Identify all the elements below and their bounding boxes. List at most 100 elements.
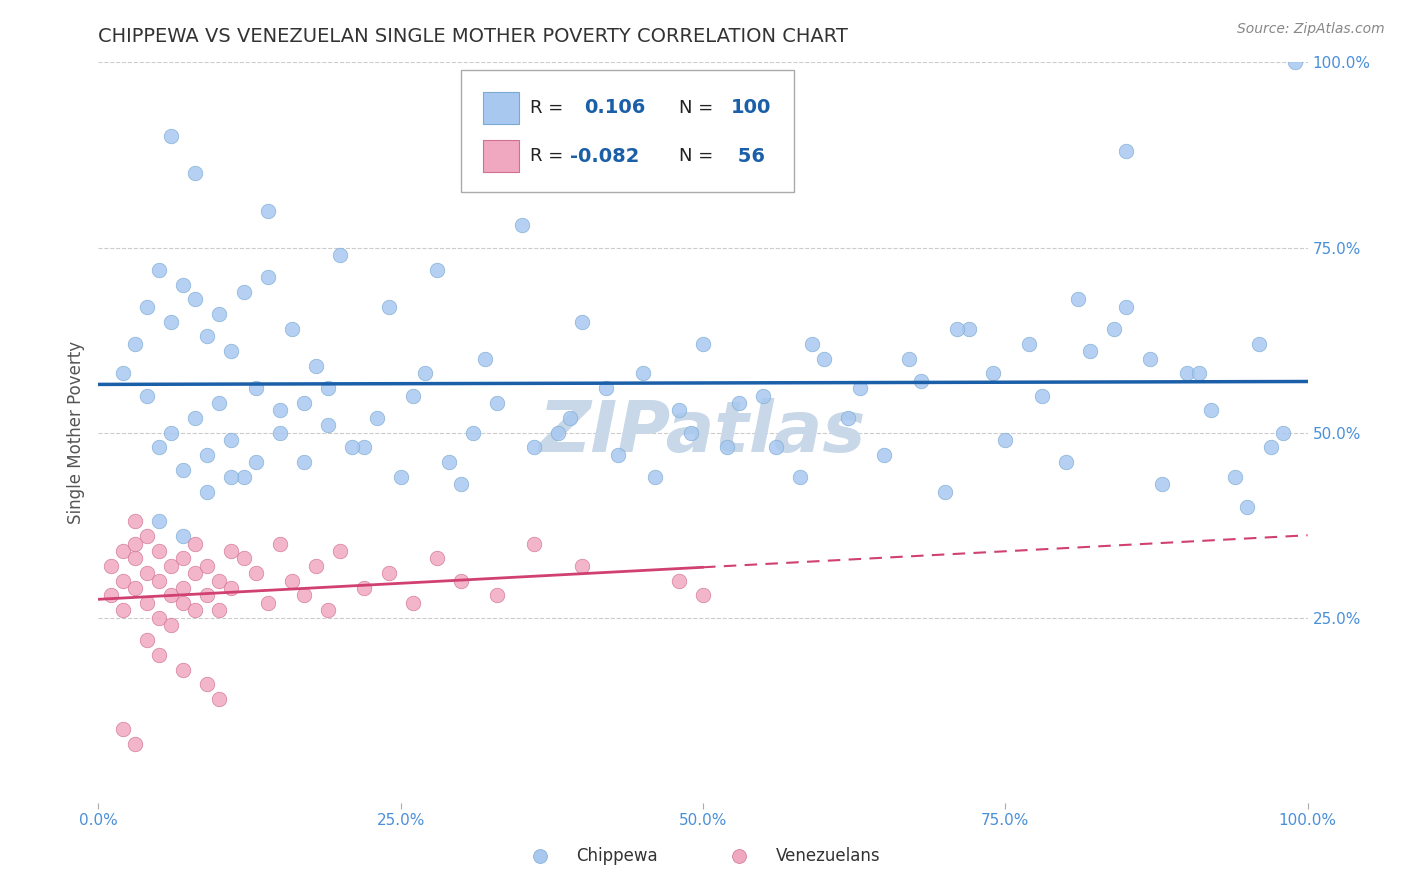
Point [148,262,170,277]
Point [160,589,183,603]
Point [402,596,425,610]
Point [221,581,243,595]
Point [172,663,194,677]
Point [377,300,399,314]
Point [100,589,122,603]
Point [353,441,375,455]
Point [728,396,751,410]
Point [269,536,291,550]
Point [208,574,231,588]
Point [1199,403,1222,417]
Point [221,470,243,484]
Point [111,722,134,736]
Point [172,529,194,543]
Point [607,448,630,462]
Point [124,551,146,566]
Point [510,219,533,233]
Point [292,589,315,603]
Point [1115,300,1137,314]
Point [474,351,496,366]
Point [1260,441,1282,455]
Point [595,381,617,395]
Point [813,351,835,366]
Point [1236,500,1258,514]
Point [221,544,243,558]
Point [486,396,509,410]
Point [124,737,146,751]
Point [195,677,218,691]
Point [837,410,859,425]
Point [135,596,157,610]
Point [135,632,157,647]
Point [716,441,738,455]
Point [281,322,304,336]
Point [232,285,254,299]
Point [160,558,183,573]
Point [692,336,714,351]
Point [184,603,207,617]
Point [523,536,546,550]
Point [135,566,157,581]
Point [195,589,218,603]
Text: 100: 100 [731,98,770,118]
Point [789,470,811,484]
Point [631,367,654,381]
Point [342,441,364,455]
Text: Chippewa: Chippewa [576,847,658,865]
Text: N =: N = [679,99,713,117]
Point [366,410,388,425]
Point [426,262,449,277]
Point [232,551,254,566]
Point [329,248,352,262]
FancyBboxPatch shape [482,140,519,172]
Text: N =: N = [679,147,713,165]
Point [172,596,194,610]
Point [305,558,328,573]
Point [1115,145,1137,159]
Point [679,425,702,440]
Point [316,418,339,433]
Point [184,410,207,425]
Text: 56: 56 [731,146,765,166]
Point [329,544,352,558]
Point [135,529,157,543]
Point [426,551,449,566]
Point [463,425,485,440]
Point [1018,336,1040,351]
Point [256,270,278,285]
Point [160,129,183,144]
Point [256,203,278,218]
Point [148,648,170,662]
Point [172,462,194,476]
Point [208,692,231,706]
Text: 0.106: 0.106 [585,98,645,118]
Point [305,359,328,373]
Point [981,367,1004,381]
Point [269,425,291,440]
Point [547,425,569,440]
Point [124,336,146,351]
Point [160,314,183,328]
Point [1067,293,1090,307]
Point [100,558,122,573]
Point [994,433,1017,447]
Point [644,470,666,484]
Point [437,455,460,469]
Point [523,441,546,455]
Point [195,558,218,573]
Point [897,351,920,366]
Point [148,544,170,558]
Point [1223,470,1246,484]
Point [1272,425,1295,440]
Point [377,566,399,581]
Point [148,441,170,455]
Point [208,307,231,321]
Point [124,581,146,595]
Point [245,381,267,395]
Point [184,536,207,550]
Point [292,396,315,410]
Point [849,381,872,395]
Point [1031,388,1053,402]
Point [413,367,436,381]
Point [558,410,581,425]
